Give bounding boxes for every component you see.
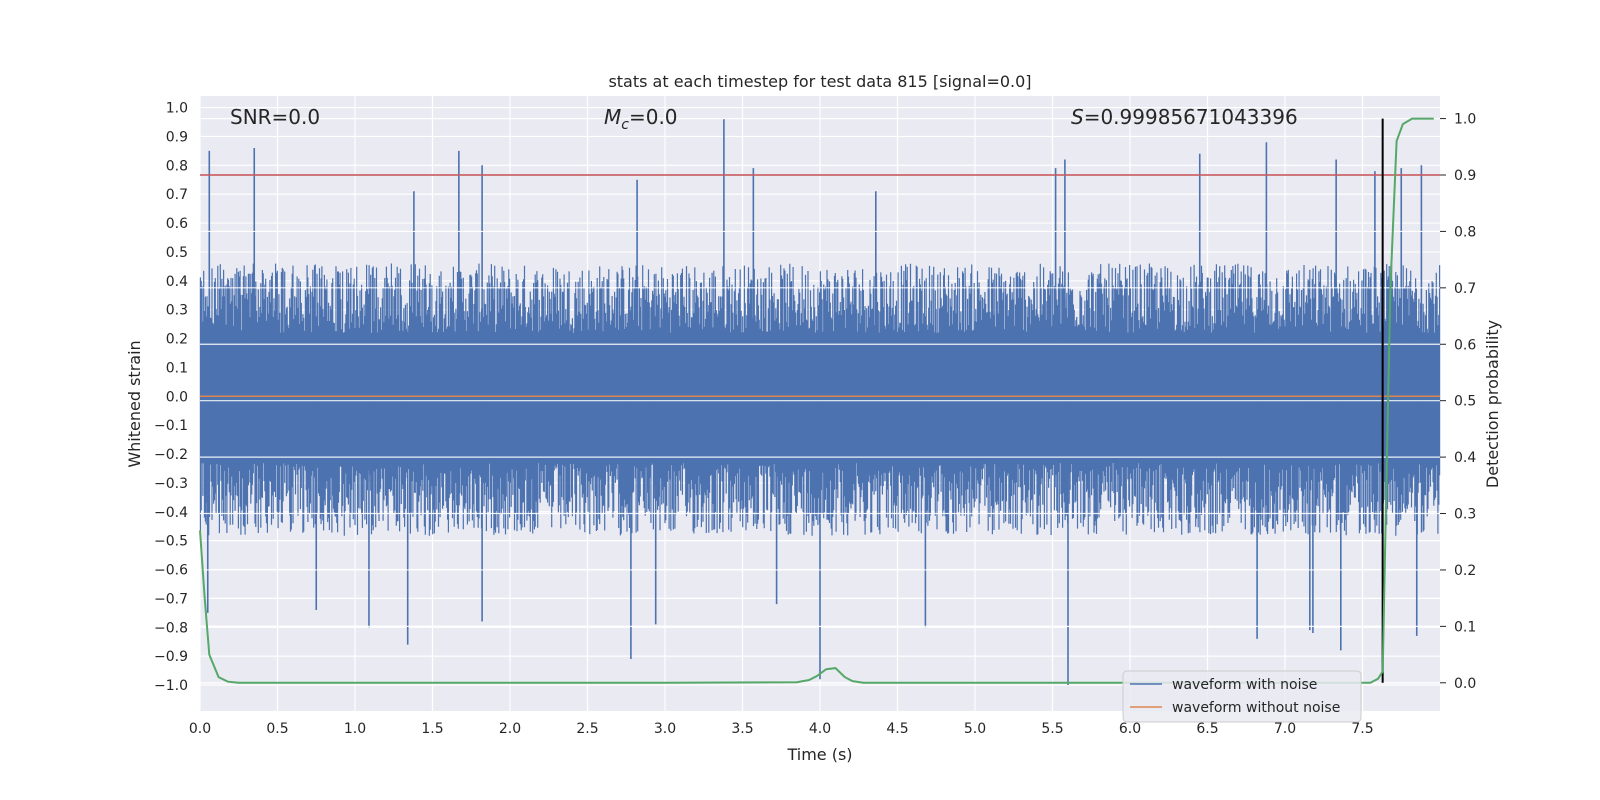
y2-tick-label: 0.0 — [1454, 676, 1476, 692]
chirp-mass-value: =0.0 — [629, 105, 678, 129]
y-tick-label: −0.9 — [154, 649, 188, 665]
chirp-mass-symbol: M — [604, 105, 621, 129]
y2-tick-label: 0.4 — [1454, 450, 1476, 466]
x-tick-label: 3.5 — [731, 721, 753, 737]
x-tick-label: 6.0 — [1119, 721, 1141, 737]
score-symbol: S — [1071, 105, 1084, 129]
tick-labels: 0.0 0.5 1.0 1.5 2.0 2.5 3.0 3.5 4.0 4.5 5.0 5.5 6.0 6… — [154, 101, 1476, 737]
legend-box — [1122, 670, 1362, 723]
legend-label-waveform-without-noise: waveform without noise — [1172, 700, 1340, 716]
x-tick-label: 7.5 — [1351, 721, 1373, 737]
x-axis-label: Time (s) — [786, 745, 852, 764]
detection-probability-line — [199, 117, 1434, 684]
x-tick-label: 3.0 — [654, 721, 676, 737]
x-tick-label: 4.0 — [809, 721, 831, 737]
x-tick-label: 5.5 — [1041, 721, 1063, 737]
y-tick-label: −0.3 — [154, 476, 188, 492]
y-tick-label: 0.7 — [166, 187, 188, 203]
y-tick-label: −0.2 — [154, 447, 188, 463]
y-axis-label: Whitened strain — [125, 340, 144, 467]
y-tick-label: −1.0 — [154, 678, 188, 694]
y-tick-label: 0.2 — [166, 332, 188, 348]
x-tick-label: 1.0 — [344, 721, 366, 737]
x-tick-label: 4.5 — [886, 721, 908, 737]
x-tick-label: 7.0 — [1274, 721, 1296, 737]
x-tick-label: 5.0 — [964, 721, 986, 737]
x-tick-label: 0.5 — [266, 721, 288, 737]
y-tick-label: 0.5 — [166, 245, 188, 261]
x-tick-label: 2.5 — [576, 721, 598, 737]
y2-tick-label: 0.2 — [1454, 563, 1476, 579]
y-tick-label: −0.1 — [154, 418, 188, 434]
y-tick-label: 0.4 — [166, 274, 188, 290]
y2-tick-label: 0.1 — [1454, 619, 1476, 635]
y-tick-label: 0.9 — [166, 129, 188, 145]
y2-tick-label: 0.8 — [1454, 224, 1476, 240]
y-tick-label: −0.8 — [154, 620, 188, 636]
x-tick-label: 6.5 — [1196, 721, 1218, 737]
legend: waveform with noise waveform without noi… — [1122, 670, 1362, 723]
y2-axis-label: Detection probability — [1483, 320, 1502, 488]
chirp-mass-annotation: Mc=0.0 — [604, 105, 678, 133]
y-tick-label: −0.4 — [154, 505, 188, 521]
legend-label-waveform-with-noise: waveform with noise — [1172, 677, 1317, 693]
score-annotation: S=0.99985671043396 — [1071, 105, 1298, 129]
y-tick-label: −0.6 — [154, 563, 188, 579]
y-tick-label: 0.1 — [166, 360, 188, 376]
x-tick-label: 2.0 — [499, 721, 521, 737]
y2-tick-label: 0.5 — [1454, 394, 1476, 410]
y-tick-label: 1.0 — [166, 101, 188, 117]
y2-tick-label: 0.6 — [1454, 337, 1476, 353]
y-tick-label: −0.5 — [154, 534, 188, 550]
line-series — [199, 117, 1440, 684]
y2-tick-label: 1.0 — [1454, 112, 1476, 128]
x-tick-label: 1.5 — [421, 721, 443, 737]
y-tick-label: 0.0 — [166, 389, 188, 405]
y-tick-label: 0.3 — [166, 303, 188, 319]
y2-tick-label: 0.9 — [1454, 168, 1476, 184]
chirp-mass-subscript: c — [621, 117, 629, 133]
noise-waveform-series — [199, 119, 1441, 686]
y-tick-label: −0.7 — [154, 591, 188, 607]
snr-annotation: SNR=0.0 — [230, 105, 320, 129]
chart-title: stats at each timestep for test data 815… — [608, 72, 1031, 91]
y2-tick-label: 0.7 — [1454, 281, 1476, 297]
y2-tick-label: 0.3 — [1454, 507, 1476, 523]
score-value: =0.99985671043396 — [1084, 105, 1298, 129]
y-tick-label: 0.8 — [166, 158, 188, 174]
x-tick-label: 0.0 — [189, 721, 211, 737]
y-tick-label: 0.6 — [166, 216, 188, 232]
